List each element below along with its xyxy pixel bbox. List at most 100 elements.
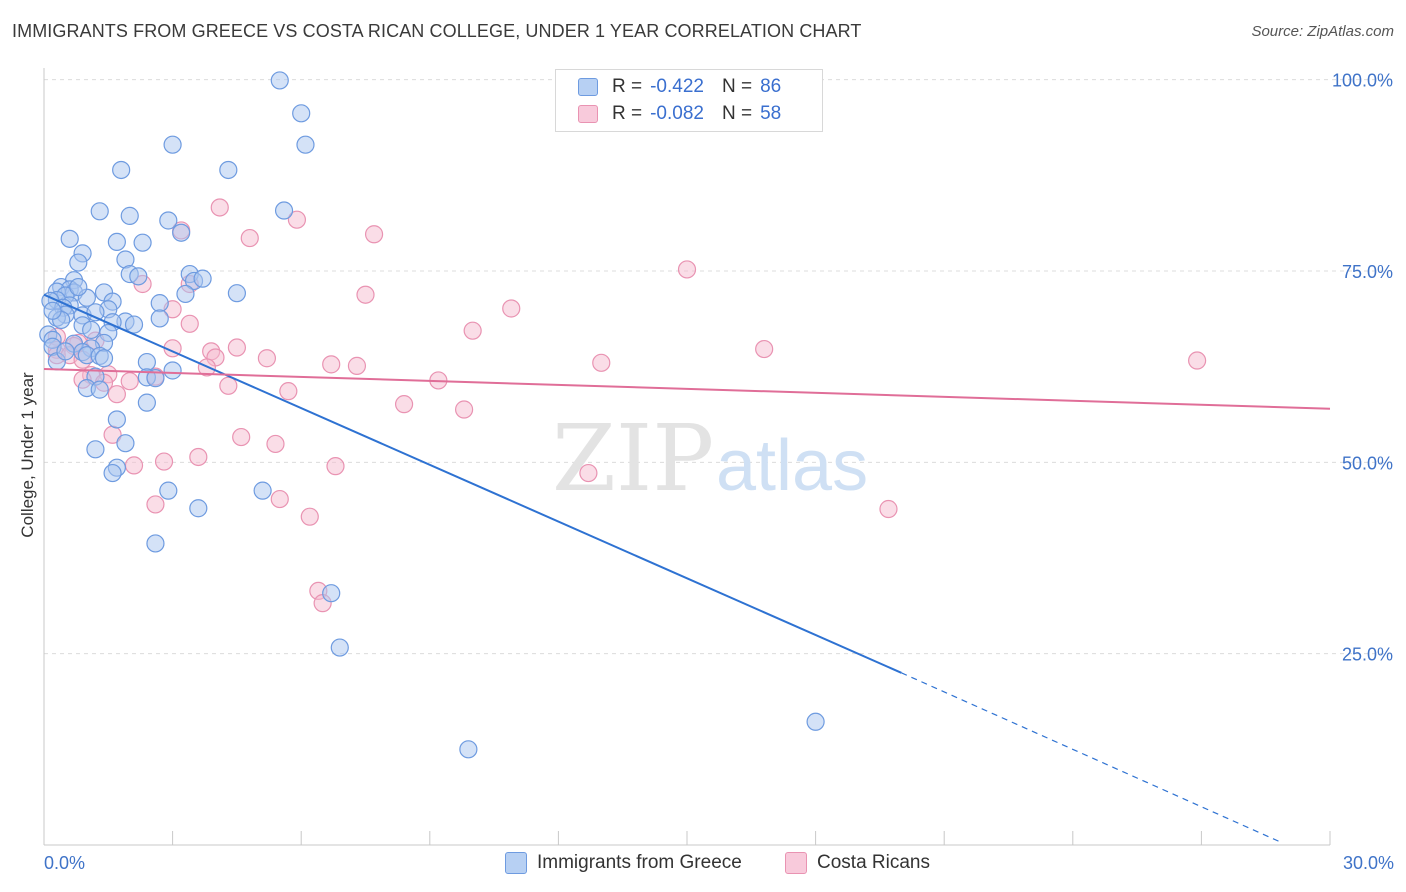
y-tick-labels: 25.0% 50.0% 75.0% 100.0% [1332, 71, 1393, 665]
x-tick-min: 0.0% [44, 853, 85, 873]
data-point [270, 71, 289, 90]
watermark-atlas: atlas [716, 426, 868, 506]
data-point [326, 457, 345, 476]
data-point [176, 284, 195, 304]
data-point [120, 372, 139, 391]
data-point [146, 534, 165, 553]
data-point [90, 202, 109, 221]
data-point [189, 499, 208, 518]
data-point [163, 135, 182, 154]
y-tick-label: 75.0% [1342, 262, 1393, 282]
data-point [94, 349, 114, 368]
data-point [266, 434, 285, 454]
data-point [227, 284, 246, 303]
legend-blue-r: -0.422 [650, 76, 704, 97]
y-tick-label: 25.0% [1342, 645, 1393, 665]
data-point [82, 320, 101, 340]
data-point [592, 353, 611, 372]
data-point [253, 481, 272, 500]
data-point [146, 495, 165, 514]
data-point [107, 232, 126, 252]
legend-n-label: N = [721, 103, 753, 124]
watermark-zip: ZIP [552, 405, 714, 512]
data-point [107, 385, 126, 404]
watermark: ZIP atlas [552, 405, 868, 512]
data-point [227, 338, 246, 357]
data-point [133, 233, 152, 252]
data-point [274, 201, 294, 220]
data-point [232, 427, 251, 447]
data-point [90, 380, 109, 399]
data-point [347, 356, 367, 375]
legend-r-label: R = [612, 103, 643, 124]
blue-swatch-icon [505, 852, 527, 874]
data-point [356, 285, 375, 304]
trend-line-greece [43, 293, 902, 674]
data-point [69, 277, 88, 297]
data-point [296, 135, 315, 154]
data-point [103, 463, 122, 483]
data-point [755, 339, 774, 359]
data-point [579, 463, 598, 483]
data-point [459, 740, 478, 759]
data-point [116, 434, 135, 453]
data-point [292, 104, 311, 123]
data-point [150, 294, 169, 313]
data-point [806, 712, 825, 731]
data-point [129, 267, 148, 286]
legend-row-blue: R = -0.422 N = 86 [578, 75, 781, 99]
data-point [172, 223, 191, 242]
axes [43, 68, 1331, 846]
series-immigrants-from-greece [39, 71, 825, 759]
data-point [107, 410, 126, 429]
source-credit: Source: ZipAtlas.com [1251, 23, 1394, 40]
pink-swatch-icon [785, 852, 807, 874]
data-point [60, 229, 79, 248]
data-point [120, 206, 139, 225]
data-point [322, 355, 341, 374]
data-point [677, 260, 697, 279]
legend-row-pink: R = -0.082 N = 58 [578, 102, 781, 126]
y-tick-label: 100.0% [1332, 71, 1393, 91]
chart-title: IMMIGRANTS FROM GREECE VS COSTA RICAN CO… [12, 21, 862, 41]
data-point [502, 299, 521, 318]
data-point [270, 489, 289, 509]
trend-lines [43, 293, 1331, 842]
data-point [56, 342, 75, 361]
data-point [210, 198, 229, 217]
trend-line-greece-extension [901, 672, 1279, 842]
data-point [154, 452, 174, 471]
legend-series-greece: Immigrants from Greece [537, 852, 742, 873]
data-point [240, 228, 259, 248]
legend-pink-r: -0.082 [650, 103, 704, 124]
data-point [146, 369, 165, 388]
legend-n-label: N = [721, 76, 753, 97]
data-point [257, 349, 277, 368]
legend-series-costa-ricans: Costa Ricans [817, 852, 930, 873]
data-point [137, 393, 156, 412]
grid-lines [44, 79, 1392, 655]
y-tick-label: 50.0% [1342, 453, 1393, 473]
data-point [219, 160, 238, 180]
bottom-legend-costa-rica: Costa Ricans [785, 852, 930, 874]
data-point [1188, 351, 1207, 370]
data-point [364, 225, 384, 244]
data-point [322, 584, 341, 603]
trend-line-costa-ricans [43, 367, 1331, 410]
data-point [124, 456, 144, 475]
data-point [189, 447, 208, 467]
blue-swatch-icon [578, 78, 598, 96]
bottom-legend-greece: Immigrants from Greece [505, 852, 742, 874]
data-point [159, 211, 178, 230]
data-point [287, 210, 307, 229]
data-point [454, 400, 474, 419]
data-point [124, 315, 144, 334]
data-point [330, 638, 349, 657]
data-point [137, 352, 156, 372]
data-point [150, 309, 169, 328]
data-point [879, 499, 898, 519]
data-point [300, 507, 319, 526]
data-point [112, 160, 131, 180]
legend-blue-n: 86 [760, 76, 782, 97]
